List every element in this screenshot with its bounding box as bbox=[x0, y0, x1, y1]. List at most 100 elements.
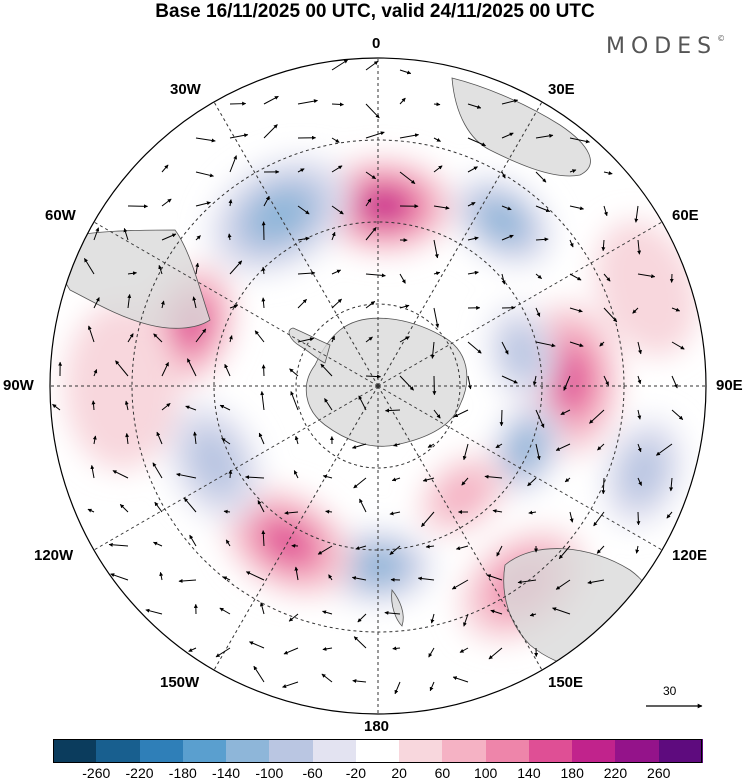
wind-vector bbox=[254, 330, 265, 343]
colorbar-tick-label: -60 bbox=[302, 765, 323, 781]
colorbar-swatch bbox=[485, 739, 530, 763]
wind-vector bbox=[429, 681, 435, 692]
wind-vector bbox=[358, 395, 367, 411]
longitude-label-30w: 30W bbox=[170, 81, 201, 98]
wind-vector bbox=[322, 646, 333, 651]
wind-vector bbox=[290, 391, 299, 411]
wind-vector bbox=[161, 362, 169, 377]
colorbar-tick-label: 180 bbox=[560, 765, 584, 781]
wind-vector bbox=[353, 636, 367, 649]
wind-vector bbox=[495, 443, 503, 449]
colorbar-swatch bbox=[528, 739, 573, 763]
wind-vector bbox=[331, 298, 342, 309]
wind-vector bbox=[365, 227, 377, 241]
wind-vector bbox=[603, 171, 613, 175]
colorbar bbox=[53, 739, 703, 763]
colorbar-swatch bbox=[615, 739, 660, 763]
wind-vector bbox=[83, 258, 95, 275]
wind-vector bbox=[189, 534, 197, 547]
wind-vector bbox=[365, 336, 373, 343]
wind-vector bbox=[563, 375, 571, 391]
longitude-label-60w: 60W bbox=[45, 207, 76, 224]
colorbar-swatch bbox=[399, 739, 444, 763]
wind-vector bbox=[467, 270, 479, 275]
colorbar-swatch bbox=[226, 739, 271, 763]
wind-vector bbox=[365, 131, 385, 139]
wind-vector bbox=[596, 545, 605, 554]
wind-vector bbox=[127, 333, 134, 343]
wind-vector bbox=[535, 171, 547, 183]
wind-vector bbox=[501, 273, 506, 285]
wind-vector bbox=[601, 239, 606, 252]
wind-vector bbox=[195, 137, 216, 143]
wind-vector bbox=[297, 298, 307, 309]
anomaly-contour bbox=[365, 192, 404, 219]
wind-vector bbox=[219, 404, 231, 411]
wind-vector bbox=[331, 231, 336, 241]
anomaly-contour bbox=[595, 220, 698, 357]
brand-logo: MODES© bbox=[606, 34, 725, 59]
wind-vector bbox=[467, 166, 478, 173]
wind-vector bbox=[603, 375, 609, 386]
wind-vector bbox=[637, 341, 642, 355]
colorbar-swatch bbox=[355, 739, 400, 763]
wind-vector bbox=[152, 462, 163, 479]
colorbar-tick-label: 60 bbox=[434, 765, 451, 781]
wind-vector bbox=[352, 679, 367, 684]
wind-vector bbox=[603, 273, 611, 282]
wind-vector bbox=[159, 571, 164, 581]
wind-vector bbox=[430, 341, 435, 359]
wind-vector bbox=[422, 477, 435, 482]
wind-vector bbox=[192, 296, 197, 309]
wind-vector bbox=[393, 442, 401, 447]
anomaly-contour bbox=[501, 323, 543, 382]
colorbar-swatch bbox=[442, 739, 487, 763]
wind-vector bbox=[284, 510, 299, 515]
colorbar-tick-label: 100 bbox=[473, 765, 498, 781]
wind-vector bbox=[195, 328, 207, 343]
wind-vector bbox=[399, 133, 420, 139]
wind-vector bbox=[156, 431, 163, 445]
wind-vector bbox=[501, 132, 514, 139]
wind-vector bbox=[399, 336, 410, 343]
wind-vector bbox=[365, 301, 376, 309]
wind-vector bbox=[399, 171, 416, 185]
wind-vector bbox=[215, 647, 231, 658]
wind-vector bbox=[322, 474, 333, 479]
wind-vector bbox=[183, 497, 197, 513]
wind-vector bbox=[263, 95, 279, 105]
wind-vector bbox=[601, 477, 606, 495]
anomaly-contour bbox=[510, 428, 542, 469]
colorbar-tick-label: 260 bbox=[647, 765, 671, 781]
wind-vector bbox=[637, 273, 656, 279]
wind-vector bbox=[632, 307, 639, 314]
longitude-label-90e: 90E bbox=[716, 377, 743, 394]
wind-vector bbox=[488, 647, 503, 660]
wind-vector bbox=[293, 470, 299, 479]
wind-vector bbox=[603, 205, 608, 217]
wind-vector bbox=[365, 171, 376, 180]
meridian-line bbox=[93, 221, 379, 387]
wind-vector bbox=[245, 475, 265, 480]
wind-vector bbox=[228, 335, 233, 343]
wind-vector bbox=[93, 369, 98, 377]
longitude-label-90w: 90W bbox=[3, 377, 34, 394]
wind-vector bbox=[399, 69, 412, 75]
wind-vector bbox=[669, 477, 674, 492]
wind-vector bbox=[636, 511, 641, 526]
wind-vector bbox=[195, 235, 201, 241]
wind-vector bbox=[499, 409, 504, 427]
wind-vector bbox=[52, 403, 61, 411]
meridian-line bbox=[93, 385, 379, 551]
wind-vector bbox=[532, 375, 537, 386]
wind-vector bbox=[501, 375, 518, 384]
wind-vector bbox=[322, 610, 333, 615]
wind-vector bbox=[258, 432, 265, 445]
wind-vector bbox=[467, 103, 482, 109]
polar-map bbox=[49, 57, 707, 715]
wind-vector bbox=[93, 227, 100, 241]
reference-vector-label: 30 bbox=[663, 684, 677, 698]
wind-vector bbox=[229, 260, 243, 275]
wind-vector bbox=[433, 165, 443, 173]
wind-vector bbox=[637, 239, 642, 255]
